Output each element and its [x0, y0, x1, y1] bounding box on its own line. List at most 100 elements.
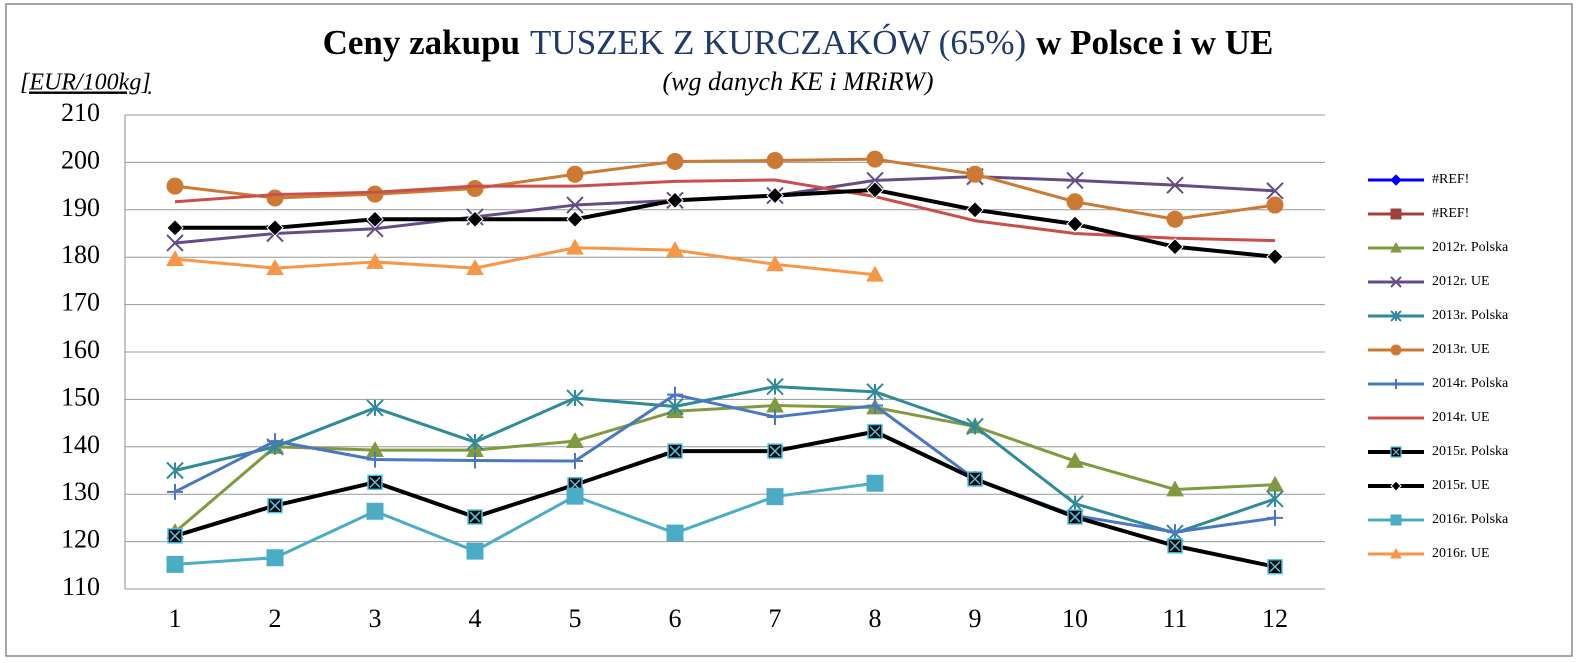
- data-marker: [266, 549, 284, 567]
- data-marker: [1066, 171, 1084, 190]
- chart-subtitle: (wg danych KE i MRiRW): [662, 67, 933, 96]
- data-marker: [1267, 509, 1283, 526]
- data-marker: [867, 397, 883, 414]
- legend-marker: [1390, 276, 1402, 288]
- x-tick-label: 9: [969, 604, 982, 633]
- legend-marker: [1390, 446, 1402, 458]
- data-marker: [866, 181, 884, 199]
- data-marker: [667, 443, 683, 459]
- data-marker: [767, 408, 783, 425]
- data-marker: [267, 497, 283, 514]
- x-tick-label: 12: [1262, 604, 1288, 633]
- data-marker: [266, 259, 284, 276]
- legend-marker: [1390, 208, 1402, 220]
- data-marker: [766, 488, 784, 506]
- y-tick-label: 120: [61, 525, 100, 554]
- legend-marker: [1390, 514, 1402, 526]
- data-marker: [866, 150, 884, 168]
- series-line: [174, 385, 1276, 535]
- x-tick-label: 6: [669, 604, 682, 633]
- data-marker: [166, 219, 184, 237]
- legend-label: 2013r. Polska: [1432, 308, 1509, 323]
- title-highlight: TUSZEK Z KURCZAKÓW (65%): [530, 22, 1026, 62]
- data-marker: [367, 474, 383, 491]
- data-marker: [1166, 238, 1184, 256]
- x-tick-label: 3: [369, 604, 382, 633]
- data-marker: [166, 234, 184, 252]
- data-marker: [1167, 538, 1183, 554]
- data-marker: [166, 461, 184, 480]
- legend-label: 2013r. UE: [1432, 342, 1490, 357]
- legend-marker: [1390, 547, 1402, 559]
- data-marker: [566, 165, 584, 183]
- data-marker: [466, 542, 484, 560]
- data-marker: [566, 238, 584, 255]
- data-marker: [266, 189, 284, 207]
- data-marker: [466, 259, 484, 276]
- y-tick-label: 130: [61, 477, 100, 506]
- data-marker: [1166, 176, 1184, 194]
- legend-marker: [1390, 241, 1402, 253]
- data-marker: [1266, 490, 1284, 508]
- data-marker: [366, 210, 384, 228]
- data-marker: [366, 399, 384, 417]
- y-tick-label: 190: [61, 193, 100, 222]
- data-marker: [566, 432, 584, 449]
- data-marker: [1166, 210, 1184, 228]
- data-marker: [1266, 248, 1284, 266]
- data-marker: [766, 255, 784, 272]
- data-marker: [367, 451, 383, 468]
- series-line: [174, 429, 1276, 569]
- y-tick-label: 160: [61, 335, 100, 364]
- data-marker: [666, 153, 684, 170]
- y-tick-label: 200: [61, 145, 100, 174]
- legend-label: 2015r. Polska: [1432, 444, 1509, 459]
- data-marker: [1166, 480, 1184, 497]
- legend-label: 2016r. Polska: [1432, 512, 1509, 527]
- data-marker: [466, 433, 484, 451]
- title-prefix: Ceny zakupu: [323, 23, 520, 62]
- data-marker: [167, 483, 183, 500]
- data-marker: [866, 474, 884, 492]
- data-marker: [967, 471, 983, 487]
- y-axis-label: [EUR/100kg]: [20, 70, 151, 96]
- legend-marker: [1390, 344, 1402, 356]
- x-tick-label: 1: [169, 604, 182, 633]
- legend-label: #REF!: [1432, 206, 1469, 221]
- x-tick-label: 5: [569, 604, 582, 633]
- data-marker: [666, 524, 684, 542]
- y-tick-label: 170: [61, 288, 100, 317]
- data-marker: [167, 528, 183, 544]
- chart-title: Ceny zakupu TUSZEK Z KURCZAKÓW (65%) w Pol…: [323, 22, 1274, 62]
- legend-label: 2014r. Polska: [1432, 376, 1509, 391]
- series-line: [174, 157, 1276, 221]
- data-marker: [1266, 196, 1284, 214]
- data-marker: [866, 171, 884, 190]
- data-marker: [566, 389, 584, 407]
- data-marker: [466, 210, 484, 228]
- y-tick-label: 180: [61, 240, 100, 269]
- chart-border: [5, 3, 1573, 657]
- data-marker: [566, 210, 584, 228]
- data-marker: [466, 180, 484, 197]
- data-marker: [366, 502, 384, 520]
- y-tick-label: 150: [61, 382, 100, 411]
- legend-label: 2015r. UE: [1432, 478, 1490, 493]
- data-marker: [966, 165, 984, 183]
- data-marker: [666, 191, 684, 210]
- legend-label: 2014r. UE: [1432, 410, 1490, 425]
- data-marker: [867, 423, 883, 440]
- data-marker: [366, 185, 384, 203]
- legend-marker: [1390, 310, 1402, 322]
- series-line: [174, 393, 1276, 534]
- legend-label: #REF!: [1432, 172, 1469, 187]
- data-marker: [467, 452, 483, 469]
- data-marker: [166, 250, 184, 266]
- data-marker: [1067, 509, 1083, 525]
- series-line: [175, 187, 1276, 259]
- legend-label: 2012r. UE: [1432, 274, 1490, 289]
- data-marker: [166, 555, 184, 573]
- data-marker: [267, 433, 283, 450]
- data-marker: [1066, 451, 1084, 468]
- data-marker: [366, 252, 384, 269]
